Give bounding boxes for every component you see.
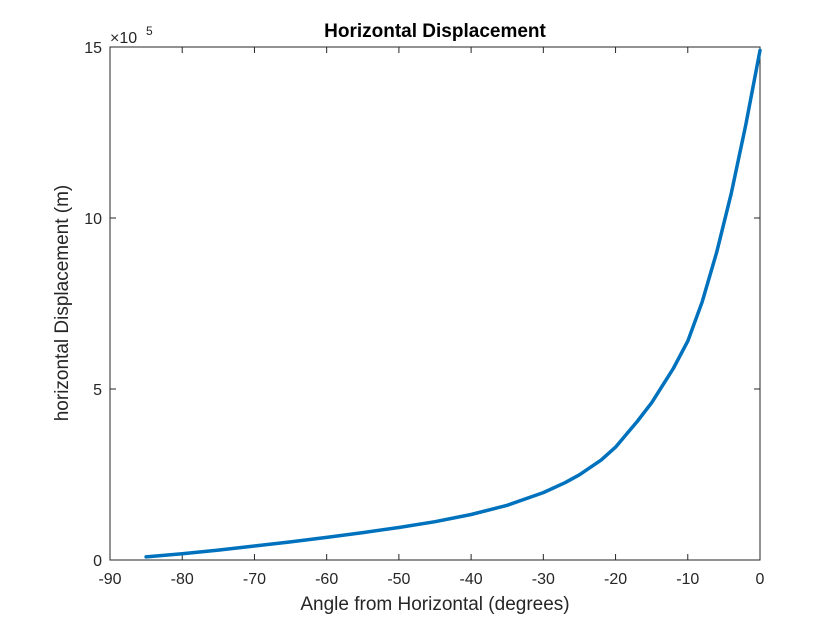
x-axis-label: Angle from Horizontal (degrees) [300,594,569,615]
x-tick-label: -30 [532,571,555,588]
y-multiplier-base: ×10 [110,30,137,47]
y-multiplier-exponent: 5 [146,24,153,38]
y-tick-label: 5 [93,382,102,399]
y-tick-label: 0 [93,553,102,570]
plot-area [109,46,761,561]
x-tick-label: -20 [604,571,627,588]
chart-title: Horizontal Displacement [324,21,546,42]
x-tick-label: -40 [460,571,483,588]
x-tick-label: -60 [315,571,338,588]
x-tick-label: -90 [98,571,121,588]
y-axis-ticks: 0 5 10 15 [84,40,760,570]
x-tick-label: -50 [387,571,410,588]
x-axis-ticks: -90 -80 -70 -60 -50 -40 -30 -20 -10 0 [98,47,765,588]
y-axis-label: horizontal Displacement (m) [52,185,73,422]
x-tick-label: 0 [756,571,765,588]
x-tick-label: -10 [676,571,699,588]
x-tick-label: -70 [243,571,266,588]
series-line [144,48,762,559]
y-tick-label: 15 [84,40,102,57]
x-tick-label: -80 [171,571,194,588]
y-tick-label: 10 [84,211,102,228]
y-axis-multiplier: ×10 5 [110,24,153,47]
